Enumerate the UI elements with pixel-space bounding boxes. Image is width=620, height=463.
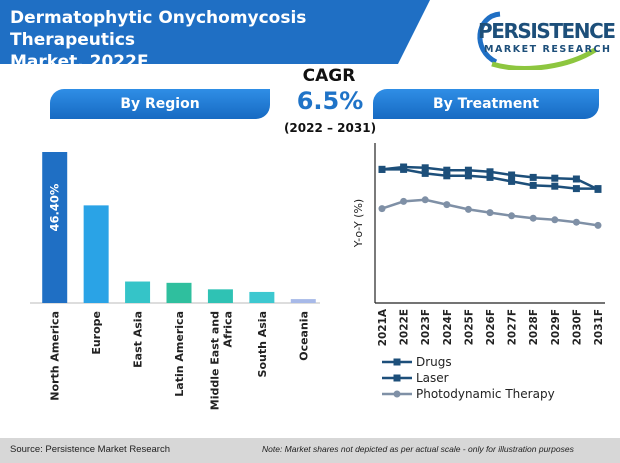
title-line-1: Dermatophytic Onychomycosis Therapeutics (10, 8, 307, 50)
series-point (508, 212, 516, 220)
series-point (464, 166, 472, 174)
cagr-period: (2022 – 2031) (283, 121, 377, 135)
series-point (594, 221, 602, 229)
logo-tagline: MARKET RESEARCH (484, 44, 610, 55)
region-bar (83, 205, 109, 303)
series-point (486, 173, 494, 181)
series-point (443, 166, 451, 174)
region-bar (207, 289, 233, 303)
line-x-tick-label: 2022E (399, 309, 411, 345)
line-x-tick-label: 2027F (507, 309, 519, 345)
title-banner-shape (0, 0, 430, 64)
series-point (378, 205, 386, 213)
source-text: Source: Persistence Market Research (10, 444, 170, 455)
region-tick-label: Oceania (297, 311, 310, 361)
region-bar (125, 281, 151, 303)
series-point (508, 177, 516, 185)
series-point (572, 185, 580, 193)
line-x-tick-label: 2029F (550, 309, 562, 345)
series-point (421, 196, 429, 204)
line-x-tick-label: 2026F (485, 309, 497, 345)
series-point (421, 169, 429, 177)
legend-label: Drugs (416, 355, 452, 369)
cagr-value: 6.5% (296, 87, 364, 115)
footer-note: Note: Market shares not depicted as per … (262, 444, 574, 454)
series-point (508, 171, 516, 179)
series-point (572, 218, 580, 226)
series-point (529, 214, 537, 222)
company-logo: PERSISTENCE MARKET RESEARCH (470, 6, 620, 71)
region-tick-label: Europe (90, 311, 103, 355)
series-point (378, 165, 386, 173)
region-bar (249, 291, 275, 303)
line-x-tick-label: 2024F (442, 309, 454, 345)
series-point (443, 201, 451, 209)
line-x-tick-label: 2031F (593, 309, 605, 345)
treatment-line-chart: Y-o-Y (%) 2021A 2022E 2023F 2024F 2025F 2026F 2… (352, 143, 605, 401)
series-point (486, 168, 494, 176)
cagr-label: CAGR (302, 66, 356, 86)
page-title: Dermatophytic Onychomycosis Therapeutics… (10, 7, 430, 64)
region-tick-label: Middle East andAfrica (208, 311, 234, 410)
series-point (464, 205, 472, 213)
series-point (421, 164, 429, 172)
line-x-tick-label: 2030F (571, 309, 583, 345)
legend-label: Photodynamic Therapy (416, 387, 555, 401)
line-x-tick-label: 2021A (377, 308, 389, 346)
series-point (594, 185, 602, 193)
legend-label: Laser (416, 371, 449, 385)
series-point (551, 182, 559, 190)
region-bar (42, 152, 68, 303)
logo-swoosh-green (491, 47, 597, 71)
series-point (486, 209, 494, 217)
line-x-tick-label: 2023F (420, 309, 432, 345)
treatment-section-header: By Treatment (373, 89, 599, 119)
series-point (551, 216, 559, 224)
series-point (551, 174, 559, 182)
legend-swatch-marker (393, 390, 401, 398)
title-line-2: Market, 2022E (10, 52, 149, 64)
region-bar (290, 299, 316, 303)
title-banner: Dermatophytic Onychomycosis Therapeutics… (0, 0, 430, 64)
logo-swoosh-blue (477, 11, 501, 65)
region-tick-label: North America (49, 311, 62, 401)
region-tick-label-line: Middle East and (208, 311, 221, 410)
region-data-label: 46.40% (48, 183, 62, 231)
region-tick-label: East Asia (132, 311, 145, 368)
region-bar (166, 282, 192, 303)
series-point (529, 181, 537, 189)
region-tick-label-line: Africa (221, 311, 234, 347)
line-y-axis-label: Y-o-Y (%) (352, 199, 365, 248)
region-bar-chart: North America 46.40% Europe East Asia Latin … (30, 152, 320, 410)
legend-swatch-marker (393, 374, 401, 382)
logo-name: PERSISTENCE (478, 19, 616, 43)
series-point (529, 173, 537, 181)
series-point (400, 165, 408, 173)
series-point (464, 172, 472, 180)
line-x-tick-label: 2028F (528, 309, 540, 345)
series-point (572, 175, 580, 183)
region-tick-label: Latin America (173, 311, 186, 397)
region-section-header: By Region (50, 89, 270, 119)
series-point (400, 197, 408, 205)
line-x-tick-label: 2025F (463, 309, 475, 345)
region-tick-label: South Asia (256, 311, 269, 377)
series-point (443, 172, 451, 180)
footer-bar: Source: Persistence Market Research Note… (0, 438, 620, 463)
legend-swatch-marker (393, 358, 401, 366)
